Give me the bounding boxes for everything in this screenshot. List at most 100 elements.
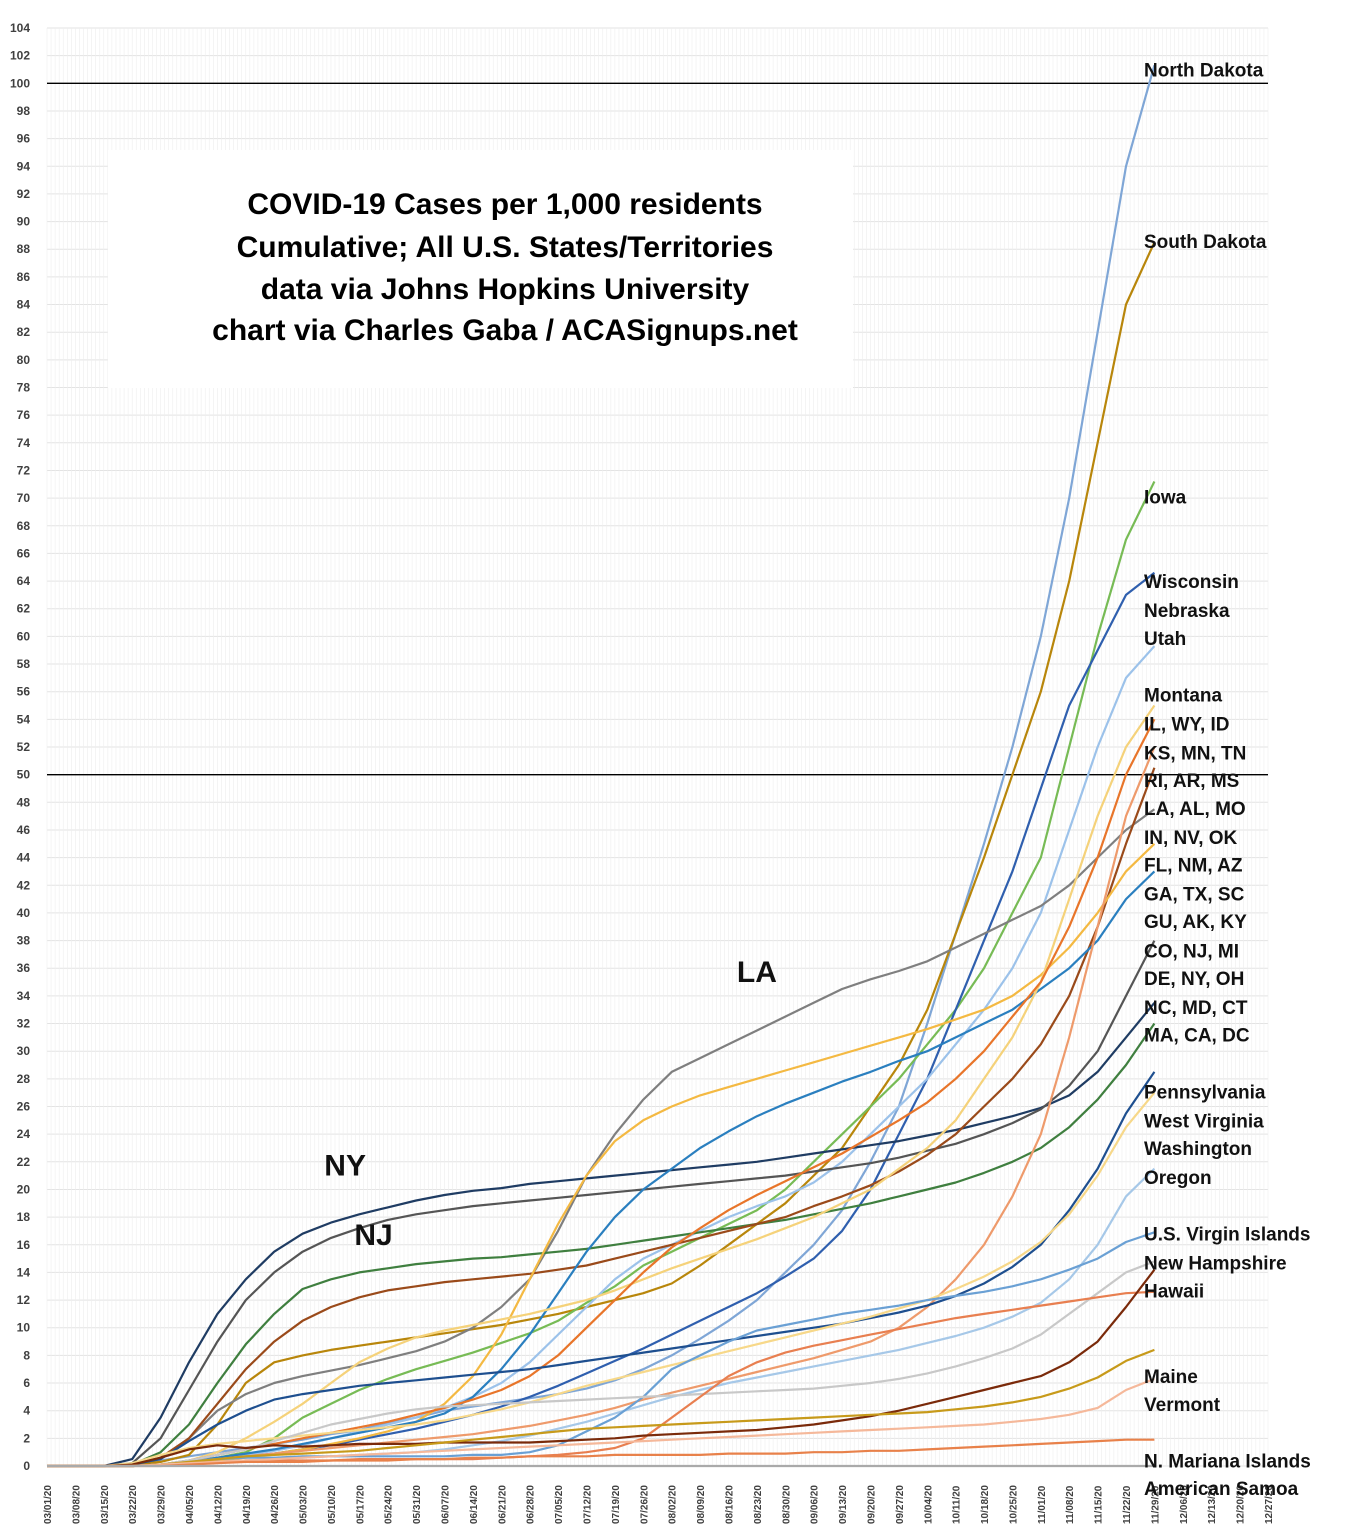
y-tick-label: 92 [17, 187, 31, 201]
x-tick-label: 07/26/20 [639, 1485, 650, 1524]
state-label: LA, AL, MO [1144, 799, 1246, 820]
right-state-labels: North Dakota South Dakota Iowa Wisconsin Neb… [1144, 60, 1311, 1500]
y-tick-label: 28 [17, 1072, 31, 1086]
annotation-la: LA [737, 956, 777, 989]
y-tick-label: 0 [23, 1459, 30, 1473]
y-tick-label: 50 [17, 768, 31, 782]
x-tick-label: 12/20/20 [1236, 1485, 1247, 1524]
y-tick-label: 70 [17, 491, 31, 505]
series-line-vermont-orange- [47, 1377, 1155, 1468]
reference-lines [47, 82, 1268, 776]
x-axis-ticks: 03/01/20 03/08/20 03/15/20 03/22/20 03/29/20… [43, 1485, 1275, 1524]
y-axis-ticks: 0246810121416182022242628303234363840424… [10, 21, 30, 1473]
state-label: CO, NJ, MI [1144, 941, 1239, 962]
series-line-illinois [47, 704, 1156, 1468]
y-tick-label: 2 [23, 1431, 30, 1445]
state-label: American Samoa [1144, 1479, 1299, 1500]
y-tick-label: 8 [23, 1348, 30, 1362]
x-tick-label: 03/15/20 [100, 1485, 111, 1524]
y-tick-label: 12 [17, 1293, 31, 1307]
y-tick-label: 72 [17, 463, 31, 477]
y-tick-label: 40 [17, 906, 31, 920]
series-line-louisiana [47, 808, 1156, 1468]
y-tick-label: 98 [17, 104, 31, 118]
state-label: Nebraska [1144, 601, 1230, 622]
x-tick-label: 04/12/20 [213, 1485, 224, 1524]
state-label: Utah [1144, 629, 1186, 650]
x-tick-label: 10/11/20 [952, 1485, 963, 1524]
state-label: Pennsylvania [1144, 1082, 1266, 1103]
state-label: DE, NY, OH [1144, 969, 1244, 990]
y-tick-label: 44 [17, 851, 31, 865]
series-line-n-mariana-islands [47, 1438, 1155, 1468]
x-tick-label: 10/18/20 [980, 1485, 991, 1524]
chart-title-line-4: chart via Charles Gaba / ACASignups.net [212, 314, 798, 347]
x-tick-label: 04/26/20 [270, 1485, 281, 1524]
state-label: South Dakota [1144, 232, 1267, 253]
state-label: KS, MN, TN [1144, 744, 1246, 765]
series-line-north-dakota [47, 65, 1156, 1468]
y-tick-label: 30 [17, 1044, 31, 1058]
state-label: NC, MD, CT [1144, 998, 1248, 1019]
x-tick-label: 09/27/20 [895, 1485, 906, 1524]
x-tick-label: 07/19/20 [611, 1485, 622, 1524]
x-tick-label: 07/05/20 [554, 1485, 565, 1524]
y-tick-label: 80 [17, 353, 31, 367]
y-tick-label: 84 [17, 298, 31, 312]
y-tick-label: 94 [17, 159, 31, 173]
x-tick-label: 06/21/20 [497, 1485, 508, 1524]
y-tick-label: 102 [10, 49, 30, 63]
y-tick-label: 78 [17, 381, 31, 395]
y-tick-label: 16 [17, 1238, 31, 1252]
x-tick-label: 04/05/20 [185, 1485, 196, 1524]
series-line-south-dakota [47, 241, 1156, 1468]
y-tick-label: 68 [17, 519, 31, 533]
x-tick-label: 10/04/20 [923, 1485, 934, 1524]
y-tick-label: 90 [17, 215, 31, 229]
chart-title-line-2: Cumulative; All U.S. States/Territories [237, 231, 774, 264]
y-tick-label: 14 [17, 1265, 31, 1279]
y-tick-label: 64 [17, 574, 31, 588]
series-line-washington [47, 1092, 1156, 1468]
x-tick-label: 05/03/20 [299, 1485, 310, 1524]
state-label: GA, TX, SC [1144, 885, 1245, 906]
y-tick-label: 38 [17, 934, 31, 948]
state-label: Vermont [1144, 1395, 1221, 1416]
series-line-rhode-island [47, 767, 1156, 1468]
state-label: Iowa [1144, 488, 1187, 509]
x-tick-label: 03/22/20 [128, 1485, 139, 1524]
state-label: Wisconsin [1144, 572, 1239, 593]
state-label: IN, NV, OK [1144, 828, 1238, 849]
state-label: Montana [1144, 685, 1223, 706]
y-tick-label: 56 [17, 685, 31, 699]
x-tick-label: 06/07/20 [441, 1485, 452, 1524]
x-tick-label: 11/01/20 [1037, 1485, 1048, 1524]
series-line-new-hampshire [47, 1260, 1155, 1468]
state-label: Oregon [1144, 1168, 1212, 1189]
x-tick-label: 09/06/20 [810, 1485, 821, 1524]
state-label: New Hampshire [1144, 1254, 1287, 1275]
annotation-nj: NJ [354, 1219, 392, 1252]
series-lines [47, 65, 1156, 1468]
y-tick-label: 104 [10, 21, 30, 35]
title-background [108, 150, 853, 388]
state-label: GU, AK, KY [1144, 912, 1247, 933]
y-tick-label: 20 [17, 1182, 31, 1196]
y-tick-label: 60 [17, 629, 31, 643]
y-tick-label: 22 [17, 1155, 31, 1169]
y-tick-label: 88 [17, 242, 31, 256]
chart-title-line-3: data via Johns Hopkins University [261, 273, 750, 306]
x-tick-label: 08/02/20 [668, 1485, 679, 1524]
x-tick-label: 09/20/20 [866, 1485, 877, 1524]
state-label: U.S. Virgin Islands [1144, 1225, 1310, 1246]
y-tick-label: 48 [17, 795, 31, 809]
x-tick-label: 03/29/20 [157, 1485, 168, 1524]
x-tick-label: 12/06/20 [1179, 1485, 1190, 1524]
x-tick-label: 08/16/20 [724, 1485, 735, 1524]
y-tick-label: 52 [17, 740, 31, 754]
y-tick-label: 36 [17, 961, 31, 975]
y-tick-label: 4 [23, 1404, 30, 1418]
x-tick-label: 05/31/20 [412, 1485, 423, 1524]
y-tick-label: 34 [17, 989, 31, 1003]
state-label: West Virginia [1144, 1111, 1264, 1132]
